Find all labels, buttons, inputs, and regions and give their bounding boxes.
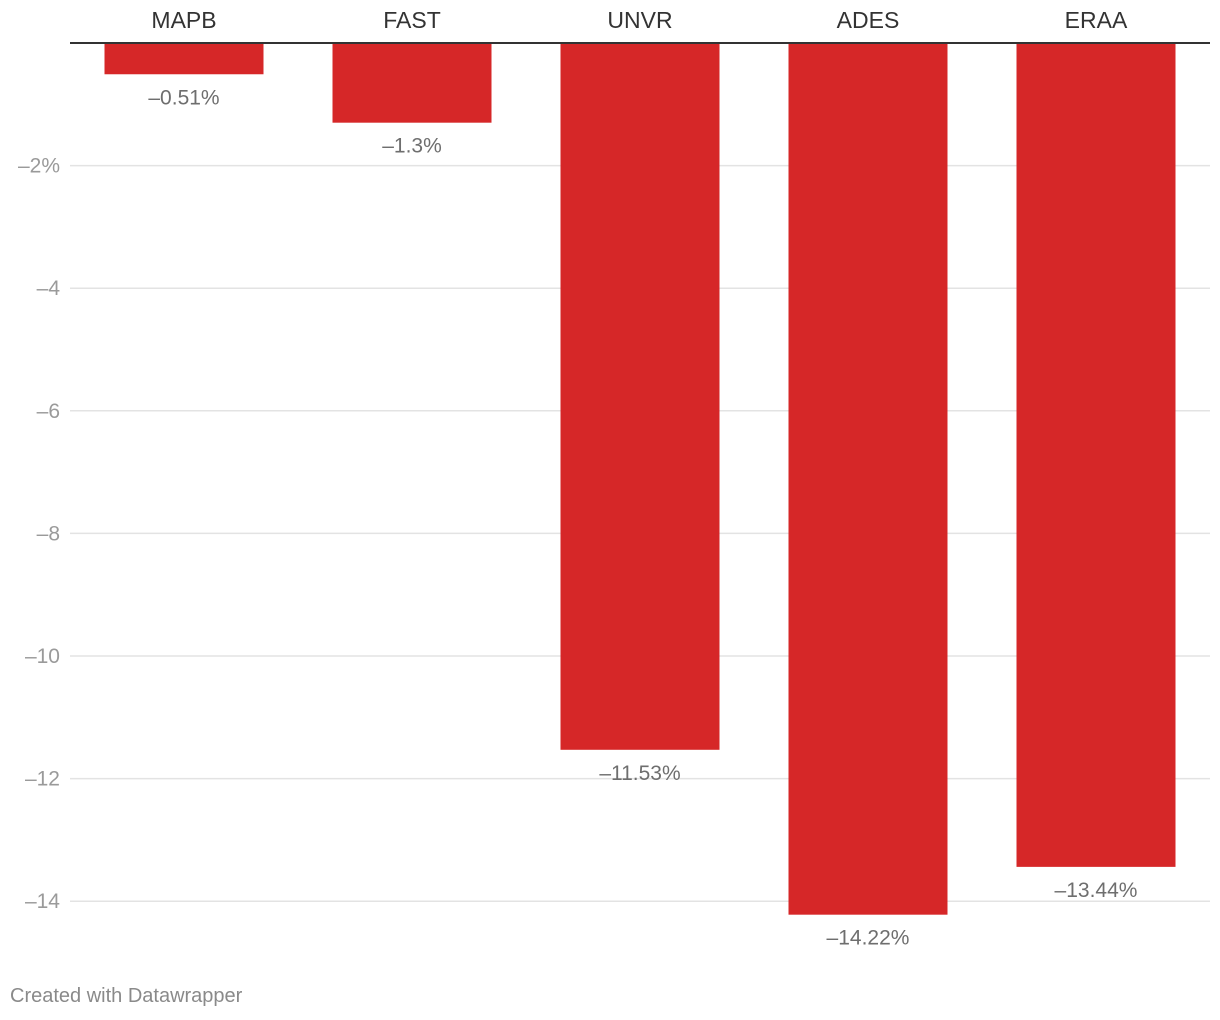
value-label: –1.3% — [382, 135, 442, 158]
y-tick-label: –2% — [18, 155, 60, 178]
bar-fast — [332, 43, 492, 123]
bar-eraa — [1016, 43, 1176, 867]
category-label: ADES — [837, 7, 900, 33]
bar-ades — [788, 43, 948, 915]
category-label: ERAA — [1065, 7, 1128, 33]
category-labels: MAPB FAST UNVR ADES ERAA — [151, 7, 1128, 33]
bars — [104, 43, 1176, 915]
value-label: –11.53% — [599, 762, 680, 785]
y-tick-label: –6 — [37, 400, 60, 423]
category-label: MAPB — [151, 7, 216, 33]
y-tick-label: –14 — [25, 890, 60, 913]
y-tick-label: –8 — [37, 522, 60, 545]
category-label: UNVR — [607, 7, 672, 33]
y-tick-label: –12 — [25, 768, 60, 791]
y-axis-ticks: –2% –4 –6 –8 –10 –12 –14 — [18, 155, 60, 914]
category-label: FAST — [383, 7, 441, 33]
bar-unvr — [560, 43, 720, 750]
value-labels: –0.51% –1.3% –11.53% –14.22% –13.44% — [148, 86, 1137, 949]
value-label: –0.51% — [148, 86, 219, 109]
y-tick-label: –10 — [25, 645, 60, 668]
y-tick-label: –4 — [37, 277, 61, 300]
value-label: –13.44% — [1055, 879, 1138, 902]
bar-mapb — [104, 43, 264, 75]
credit-text: Created with Datawrapper — [10, 985, 243, 1007]
value-label: –14.22% — [827, 927, 910, 950]
